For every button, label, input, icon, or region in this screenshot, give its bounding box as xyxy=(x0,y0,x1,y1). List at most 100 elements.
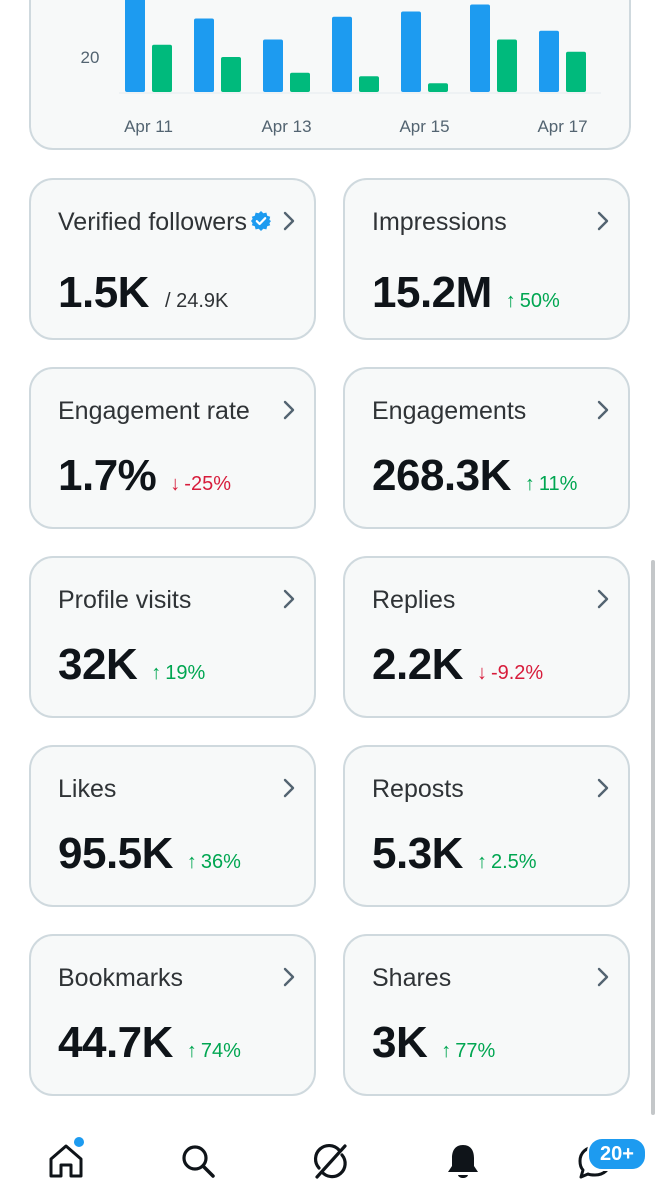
bar-series-1-apr-13[interactable] xyxy=(263,39,283,93)
chevron-right-icon xyxy=(283,211,295,231)
metric-card-verified-followers[interactable]: Verified followers 1.5K / 24.9K xyxy=(29,178,316,340)
chevron-right-icon xyxy=(597,589,609,609)
bar-chart: 20 Apr 11 Apr 13 Apr 15 Apr 17 xyxy=(81,0,601,136)
arrow-up-icon: ↑ xyxy=(476,851,487,873)
metric-change: ↑ 77% xyxy=(441,1040,495,1063)
chevron-right-icon xyxy=(283,400,295,420)
metric-change: ↑ 74% xyxy=(187,1040,241,1063)
search-icon xyxy=(182,1145,215,1178)
chevron-right-icon xyxy=(283,778,295,798)
arrow-down-icon: ↓ xyxy=(170,473,181,495)
metric-label: Replies xyxy=(372,586,456,614)
metric-value: 1.7% xyxy=(58,451,157,500)
metric-change: ↑ 36% xyxy=(187,851,241,874)
metric-label: Engagement rate xyxy=(58,397,250,425)
bar-series-1-apr-17[interactable] xyxy=(539,30,559,92)
metric-label: Reposts xyxy=(372,775,464,803)
nav-home[interactable] xyxy=(46,1141,86,1181)
x-tick-label: Apr 17 xyxy=(537,117,587,136)
chevron-right-icon xyxy=(597,778,609,798)
nav-grok[interactable] xyxy=(310,1141,350,1181)
metric-change-value: 19% xyxy=(165,662,206,684)
metric-value: 268.3K xyxy=(372,451,511,500)
metric-card-engagements[interactable]: Engagements 268.3K ↑ 11% xyxy=(343,367,630,529)
bar-series-2-apr-17[interactable] xyxy=(566,51,586,92)
metric-label: Verified followers xyxy=(58,208,247,236)
bar-series-2-apr-15[interactable] xyxy=(428,83,448,92)
arrow-up-icon: ↑ xyxy=(186,1040,197,1062)
metric-total: / 24.9K xyxy=(164,290,229,312)
metric-label: Shares xyxy=(372,964,452,992)
metric-change: ↓ -9.2% xyxy=(477,662,543,685)
metric-value: 44.7K xyxy=(58,1018,173,1067)
metric-change: ↑ 11% xyxy=(525,473,578,496)
metric-value: 5.3K xyxy=(372,829,463,878)
scrollbar[interactable] xyxy=(651,560,655,1115)
metric-card-likes[interactable]: Likes 95.5K ↑ 36% xyxy=(29,745,316,907)
metric-change: ↑ 2.5% xyxy=(477,851,537,874)
bar-series-2-apr-11[interactable] xyxy=(152,44,172,92)
bar-series-1-apr-16[interactable] xyxy=(470,4,490,93)
bar-series-2-apr-16[interactable] xyxy=(497,39,517,93)
x-tick-label: Apr 13 xyxy=(261,117,311,136)
impressions-chart-card: 20 Apr 11 Apr 13 Apr 15 Apr 17 xyxy=(29,0,631,150)
bar-series-2-apr-13[interactable] xyxy=(290,72,310,92)
metric-label: Likes xyxy=(58,775,117,803)
messages-badge: 20+ xyxy=(587,1137,647,1171)
notifications-icon xyxy=(448,1145,478,1178)
metric-change-value: 11% xyxy=(538,473,578,495)
metric-label: Bookmarks xyxy=(58,964,184,992)
y-tick-label: 20 xyxy=(81,48,100,67)
arrow-up-icon: ↑ xyxy=(441,1040,452,1062)
metric-card-reposts[interactable]: Reposts 5.3K ↑ 2.5% xyxy=(343,745,630,907)
home-icon xyxy=(49,1144,83,1178)
bar-series-2-apr-14[interactable] xyxy=(359,76,379,92)
metric-change-value: -25% xyxy=(184,473,231,495)
metric-card-impressions[interactable]: Impressions 15.2M ↑ 50% xyxy=(343,178,630,340)
metric-value: 2.2K xyxy=(372,640,463,689)
bar-series-1-apr-15[interactable] xyxy=(401,11,421,93)
home-unread-dot xyxy=(73,1136,85,1148)
metric-card-engagement-rate[interactable]: Engagement rate 1.7% ↓ -25% xyxy=(29,367,316,529)
bar-series-2-apr-12[interactable] xyxy=(221,57,241,92)
bar-series-1-apr-14[interactable] xyxy=(332,16,352,92)
metric-change: ↑ 50% xyxy=(506,290,560,313)
metric-change-value: 36% xyxy=(200,851,241,873)
grok-icon xyxy=(313,1143,347,1179)
arrow-up-icon: ↑ xyxy=(524,473,535,495)
metric-change: ↓ -25% xyxy=(170,473,231,496)
metric-label: Profile visits xyxy=(58,586,192,614)
nav-search[interactable] xyxy=(178,1141,218,1181)
metric-card-replies[interactable]: Replies 2.2K ↓ -9.2% xyxy=(343,556,630,718)
chevron-right-icon xyxy=(283,589,295,609)
metric-change: ↑ 19% xyxy=(151,662,205,685)
bar-series-1-apr-11[interactable] xyxy=(125,0,145,92)
metric-card-shares[interactable]: Shares 3K ↑ 77% xyxy=(343,934,630,1096)
arrow-up-icon: ↑ xyxy=(151,662,162,684)
bar-series-1-apr-12[interactable] xyxy=(194,18,214,93)
metric-value: 1.5K xyxy=(58,268,149,317)
metric-label: Impressions xyxy=(372,208,507,236)
chevron-right-icon xyxy=(597,967,609,987)
chevron-right-icon xyxy=(283,967,295,987)
metric-change-value: -9.2% xyxy=(490,662,544,684)
nav-notifications[interactable] xyxy=(443,1141,483,1181)
x-tick-label: Apr 11 xyxy=(124,117,173,136)
metric-value: 95.5K xyxy=(58,829,173,878)
verified-badge-icon xyxy=(251,211,271,231)
metric-card-bookmarks[interactable]: Bookmarks 44.7K ↑ 74% xyxy=(29,934,316,1096)
metric-label: Engagements xyxy=(372,397,527,425)
metric-change-value: 2.5% xyxy=(490,851,537,873)
metric-change-value: 77% xyxy=(455,1040,496,1062)
metric-card-profile-visits[interactable]: Profile visits 32K ↑ 19% xyxy=(29,556,316,718)
bottom-nav xyxy=(0,1125,659,1200)
metric-value: 32K xyxy=(58,640,138,689)
metric-change-value: 50% xyxy=(519,290,560,312)
metric-change-value: 74% xyxy=(200,1040,241,1062)
arrow-up-icon: ↑ xyxy=(186,851,197,873)
arrow-up-icon: ↑ xyxy=(505,290,516,312)
metric-value: 3K xyxy=(372,1018,428,1067)
chevron-right-icon xyxy=(597,400,609,420)
x-tick-label: Apr 15 xyxy=(399,117,449,136)
chevron-right-icon xyxy=(597,211,609,231)
